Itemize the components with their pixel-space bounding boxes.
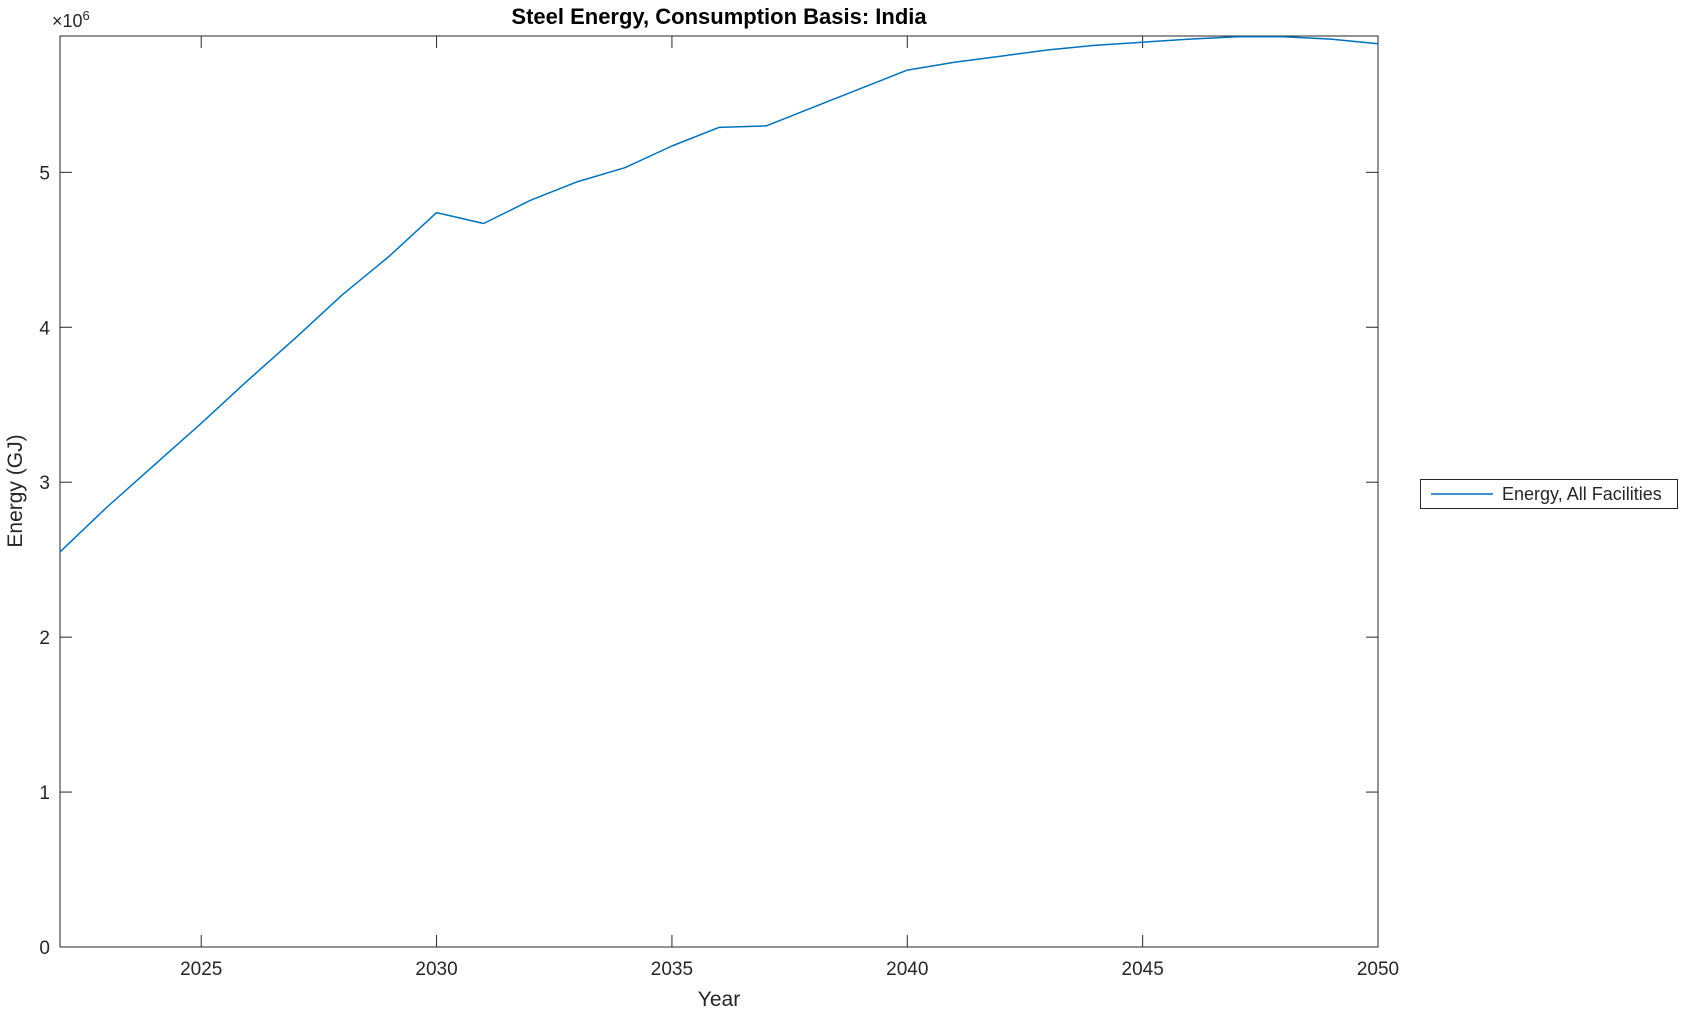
y-axis-multiplier-base: ×10 [52, 11, 83, 31]
y-tick-label: 2 [39, 628, 50, 649]
x-tick-label: 2035 [651, 959, 693, 980]
y-tick-label: 0 [39, 938, 50, 959]
x-axis-label: Year [697, 988, 741, 1011]
y-axis-label: Energy (GJ) [4, 434, 27, 548]
y-axis-multiplier-exponent: 6 [82, 8, 90, 23]
x-tick-label: 2050 [1357, 959, 1399, 980]
legend[interactable]: Energy, All Facilities [1420, 479, 1678, 509]
legend-entry-label: Energy, All Facilities [1502, 483, 1662, 504]
series-line [59, 36, 1379, 553]
x-tick-label: 2045 [1122, 959, 1164, 980]
y-tick-label: 3 [39, 473, 50, 494]
chart-title: Steel Energy, Consumption Basis: India [511, 4, 927, 29]
x-tick-label: 2025 [180, 959, 222, 980]
y-tick-label: 4 [39, 318, 50, 339]
axes-box [59, 35, 1379, 948]
y-axis-multiplier: ×106 [52, 8, 90, 32]
y-tick-label: 1 [39, 783, 50, 804]
x-tick-label: 2040 [886, 959, 928, 980]
legend-line-icon [1431, 493, 1493, 495]
y-tick-label: 5 [39, 163, 50, 184]
x-tick-label: 2030 [415, 959, 457, 980]
